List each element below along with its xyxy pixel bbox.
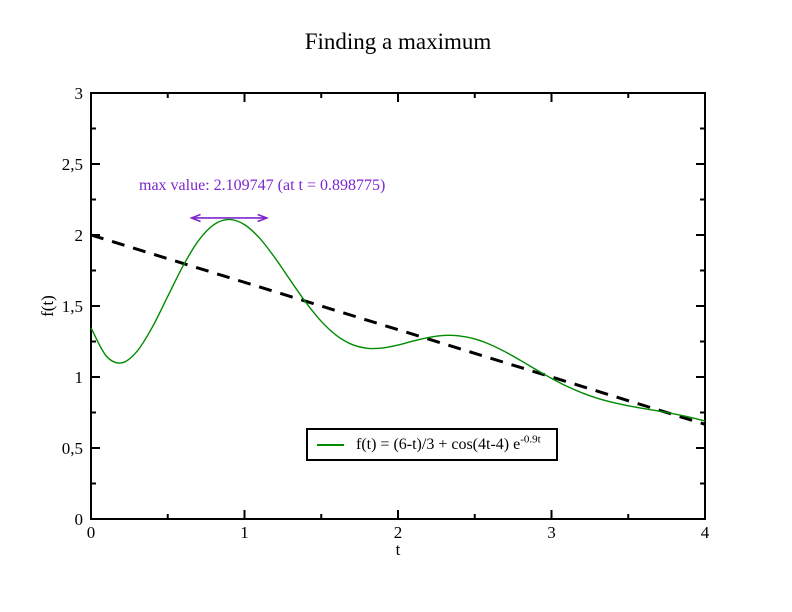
max-value-annotation: max value: 2.109747 (at t = 0.898775) — [139, 177, 386, 194]
x-axis-label: t — [395, 540, 401, 559]
y-tick-label: 2,5 — [62, 155, 83, 174]
axis-tick-labels: 0 1 2 3 4 0 0,5 1 1,5 2 2,5 3 — [62, 84, 710, 542]
y-tick-label: 0,5 — [62, 439, 83, 458]
y-axis-label: f(t) — [38, 295, 57, 317]
chart-title: Finding a maximum — [304, 29, 492, 54]
y-tick-label: 1 — [75, 368, 84, 387]
y-tick-label: 1,5 — [62, 297, 83, 316]
x-tick-label: 2 — [394, 523, 403, 542]
legend-label-main: f(t) = (6-t)/3 + cos(4t-4) e — [356, 435, 521, 453]
y-tick-label: 0 — [75, 510, 84, 529]
max-range-arrow — [189, 213, 269, 223]
legend-line-sample — [317, 443, 344, 446]
legend-box: f(t) = (6-t)/3 + cos(4t-4) e-0.9t — [306, 428, 558, 461]
axis-ticks — [90, 92, 706, 520]
y-tick-label: 3 — [75, 84, 84, 103]
series-trend-line — [90, 233, 706, 426]
y-tick-label: 2 — [75, 226, 84, 245]
x-tick-label: 4 — [701, 523, 710, 542]
legend-label: f(t) = (6-t)/3 + cos(4t-4) e-0.9t — [356, 433, 541, 454]
x-tick-label: 0 — [87, 523, 96, 542]
x-tick-label: 3 — [547, 523, 556, 542]
series-f-curve — [90, 218, 706, 422]
x-tick-label: 1 — [240, 523, 249, 542]
legend-label-exponent: -0.9t — [520, 433, 541, 446]
